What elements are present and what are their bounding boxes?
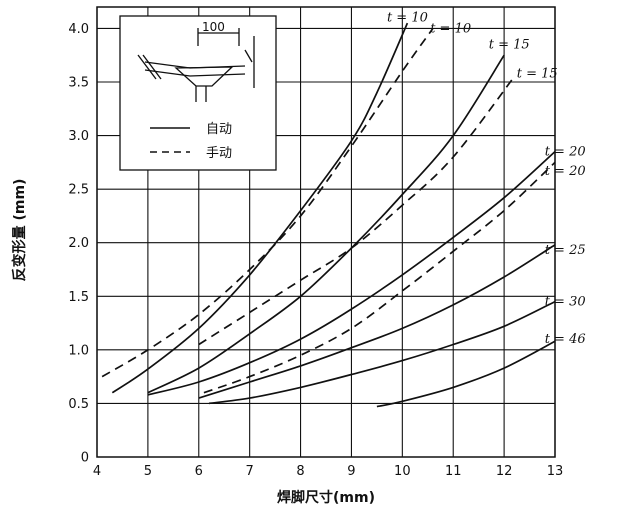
y-tick-label: 3.0: [68, 129, 89, 144]
y-axis-label: 反变形量 (mm): [11, 179, 28, 282]
y-tick-label: 3.5: [68, 76, 89, 91]
legend-frame: [119, 15, 277, 171]
legend-label-manual: 手动: [206, 146, 232, 161]
series-label: t = 46: [545, 332, 586, 347]
y-tick-label: 2.5: [68, 183, 89, 198]
x-axis-label: 焊脚尺寸(mm): [277, 489, 375, 506]
series-line-t-20-solid: [147, 150, 556, 396]
x-tick-label: 11: [445, 464, 462, 479]
x-tick-label: 12: [496, 464, 513, 479]
series-label: t = 25: [545, 243, 586, 258]
series-label: t = 10: [430, 21, 471, 36]
series-label: t = 20: [545, 164, 586, 179]
x-tick-label: 4: [93, 464, 101, 479]
series-line-t-15-dashed: [198, 76, 515, 346]
series-line-t-30-solid: [208, 300, 556, 405]
y-tick-label: 1.5: [68, 290, 89, 305]
x-tick-label: 9: [347, 464, 355, 479]
legend-label-auto: 自动: [206, 122, 232, 137]
series-line-t-10-solid: [111, 22, 409, 394]
y-tick-label: 0.5: [68, 397, 89, 412]
series-label: t = 15: [489, 38, 530, 53]
y-tick-label: 2.0: [68, 236, 89, 251]
weld-diagram-icon: [137, 28, 255, 102]
x-tick-label: 13: [547, 464, 564, 479]
x-tick-label: 7: [246, 464, 254, 479]
series-label: t = 20: [545, 145, 586, 160]
series-label: t = 30: [545, 295, 586, 310]
series-label: t = 10: [387, 11, 428, 26]
x-tick-label: 8: [296, 464, 304, 479]
x-tick-label: 10: [394, 464, 411, 479]
series-line-t-15-solid: [147, 54, 505, 394]
series-line-t-20-dashed: [203, 161, 556, 394]
legend-box: 100 自动 手动: [119, 15, 277, 171]
series-line-t-25-solid: [198, 244, 556, 399]
y-tick-label: 4.0: [68, 22, 89, 37]
series-line-t-46-solid: [376, 340, 556, 408]
series-label: t = 15: [517, 66, 558, 81]
y-tick-label: 0: [81, 451, 89, 466]
series-lines: [101, 22, 556, 408]
x-tick-label: 6: [195, 464, 203, 479]
y-tick-label: 1.0: [68, 343, 89, 358]
dimension-label: 100: [202, 20, 225, 34]
plot-frame: [96, 6, 556, 458]
series-line-t-10-dashed: [101, 27, 434, 378]
tick-labels: 4 5 6 7 8 9 10 11 12 13 0 0.5 1.0 1.5 2.0 2.5 3.0 3.5 4.0 t…: [68, 11, 585, 479]
x-tick-label: 5: [144, 464, 152, 479]
